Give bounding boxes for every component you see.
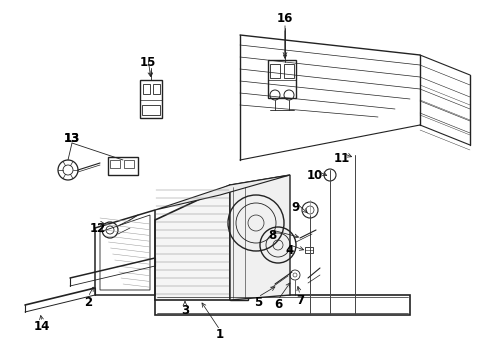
Text: 9: 9 (291, 201, 299, 213)
Bar (140, 80, 162, 118)
Text: 12: 12 (90, 221, 106, 234)
Bar (110, 160, 120, 168)
Bar (108, 157, 138, 175)
Text: 15: 15 (140, 55, 156, 68)
Bar (124, 160, 134, 168)
Bar (284, 64, 294, 78)
Text: 6: 6 (274, 298, 282, 311)
Polygon shape (230, 175, 290, 300)
Text: 13: 13 (64, 131, 80, 144)
Text: 3: 3 (181, 303, 189, 316)
Bar (305, 247, 313, 253)
Text: 14: 14 (34, 320, 50, 333)
Polygon shape (155, 185, 230, 300)
Text: 2: 2 (84, 296, 92, 309)
Text: 1: 1 (216, 328, 224, 342)
Polygon shape (155, 175, 290, 210)
Bar (142, 105, 160, 115)
Text: 13: 13 (64, 131, 80, 144)
Text: 8: 8 (268, 229, 276, 242)
Bar (268, 60, 296, 98)
Text: 16: 16 (277, 12, 293, 24)
Bar (230, 185, 248, 300)
Text: 10: 10 (307, 168, 323, 181)
Bar (153, 84, 160, 94)
Text: 11: 11 (334, 152, 350, 165)
Text: 7: 7 (296, 293, 304, 306)
Text: 5: 5 (254, 296, 262, 309)
Bar (270, 64, 280, 78)
Text: 4: 4 (286, 243, 294, 257)
Bar (155, 295, 410, 315)
Bar (143, 84, 150, 94)
